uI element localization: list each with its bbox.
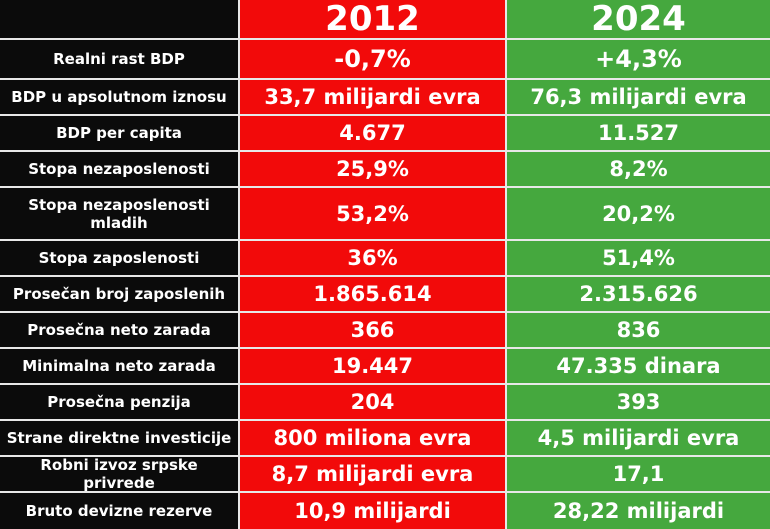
header-2024: 2024 bbox=[507, 0, 770, 40]
value-2024: 17,1 bbox=[507, 457, 770, 493]
value-2024: 8,2% bbox=[507, 152, 770, 188]
row-label: Robni izvoz srpske privrede bbox=[0, 457, 240, 493]
value-2024: 4,5 milijardi evra bbox=[507, 421, 770, 457]
value-2024: 393 bbox=[507, 385, 770, 421]
value-2012: 8,7 milijardi evra bbox=[240, 457, 507, 493]
row-label: Minimalna neto zarada bbox=[0, 349, 240, 385]
row-label: Bruto devizne rezerve bbox=[0, 493, 240, 529]
value-2012: 25,9% bbox=[240, 152, 507, 188]
row-label: Stopa nezaposlenosti mladih bbox=[0, 188, 240, 241]
row-label: Stopa zaposlenosti bbox=[0, 241, 240, 277]
value-2024: 11.527 bbox=[507, 116, 770, 152]
header-2012: 2012 bbox=[240, 0, 507, 40]
row-label: Prosečna penzija bbox=[0, 385, 240, 421]
value-2024: 51,4% bbox=[507, 241, 770, 277]
header-corner bbox=[0, 0, 240, 40]
row-label: Realni rast BDP bbox=[0, 40, 240, 80]
value-2012: 1.865.614 bbox=[240, 277, 507, 313]
value-2012: 366 bbox=[240, 313, 507, 349]
row-label: Prosečna neto zarada bbox=[0, 313, 240, 349]
value-2024: 20,2% bbox=[507, 188, 770, 241]
row-label: Prosečan broj zaposlenih bbox=[0, 277, 240, 313]
row-label: Stopa nezaposlenosti bbox=[0, 152, 240, 188]
row-label: BDP per capita bbox=[0, 116, 240, 152]
value-2024: 47.335 dinara bbox=[507, 349, 770, 385]
value-2012: 19.447 bbox=[240, 349, 507, 385]
value-2012: 204 bbox=[240, 385, 507, 421]
value-2012: 53,2% bbox=[240, 188, 507, 241]
value-2024: 836 bbox=[507, 313, 770, 349]
value-2012: 4.677 bbox=[240, 116, 507, 152]
row-label: Strane direktne investicije bbox=[0, 421, 240, 457]
value-2012: 33,7 milijardi evra bbox=[240, 80, 507, 116]
value-2012: 800 miliona evra bbox=[240, 421, 507, 457]
value-2012: -0,7% bbox=[240, 40, 507, 80]
value-2024: 2.315.626 bbox=[507, 277, 770, 313]
value-2024: 76,3 milijardi evra bbox=[507, 80, 770, 116]
value-2012: 36% bbox=[240, 241, 507, 277]
value-2012: 10,9 milijardi bbox=[240, 493, 507, 529]
value-2024: 28,22 milijardi bbox=[507, 493, 770, 529]
row-label: BDP u apsolutnom iznosu bbox=[0, 80, 240, 116]
value-2024: +4,3% bbox=[507, 40, 770, 80]
